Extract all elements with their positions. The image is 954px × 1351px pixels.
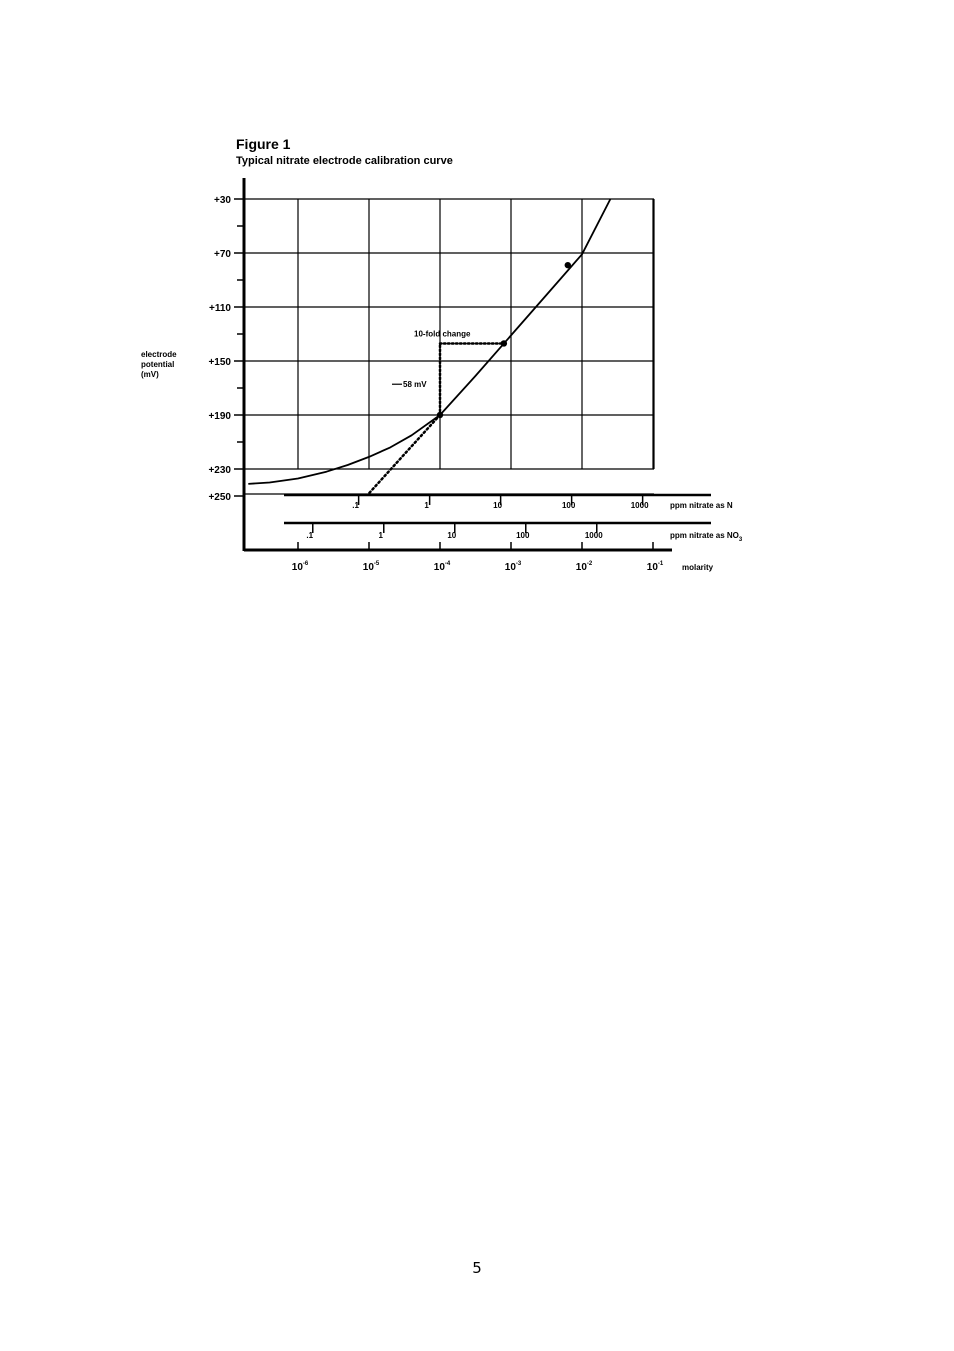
x-tick-base: 10	[363, 562, 375, 573]
calibration-point	[500, 340, 508, 347]
x-tick-base: 10	[647, 562, 659, 573]
ppm-tick-label: .1	[352, 501, 359, 510]
ppm-axis-label-subscript: 3	[739, 537, 743, 543]
x-tick-exponent: -1	[658, 561, 664, 567]
calibration-point	[564, 261, 571, 269]
ppm-tick-label: 1000	[585, 531, 603, 540]
x-tick-label: 10-6	[292, 561, 309, 573]
x-tick-exponent: -4	[445, 561, 451, 567]
y-tick-label: +150	[208, 357, 231, 368]
chart-subtitle: Typical nitrate electrode calibration cu…	[236, 155, 453, 167]
x-tick-exponent: -2	[587, 561, 593, 567]
y-axis-label-line: electrode	[141, 350, 177, 359]
ppm-tick-label: 1	[379, 531, 384, 540]
y-tick-label: +110	[209, 303, 231, 314]
y-tick-label: +250	[208, 492, 231, 503]
tenfold-change-label: 10-fold change	[414, 329, 471, 338]
ppm-tick-label: 1	[424, 501, 429, 510]
x-tick-base: 10	[434, 562, 446, 573]
ppm-axis-label: ppm nitrate as NO3	[670, 531, 743, 543]
ppm-tick-label: 10	[493, 501, 502, 510]
ppm-tick-label: 100	[516, 531, 530, 540]
series-lines	[248, 198, 612, 495]
x-axis-label: molarity	[682, 563, 714, 572]
chart-title: Figure 1	[236, 136, 291, 152]
x-tick-label: 10-5	[363, 561, 380, 573]
page-number: 5	[472, 1259, 482, 1277]
ppm-tick-label: 1000	[631, 501, 649, 510]
x-tick-base: 10	[576, 562, 588, 573]
extrapolation-line	[367, 413, 442, 495]
ppm-axis-label-text: ppm nitrate as NO	[670, 531, 739, 540]
millivolt-change-label: 58 mV	[403, 380, 427, 389]
y-tick-label: +30	[214, 195, 231, 206]
y-tick-labels: +30 +70 +110 +150 +190 +230 +250	[208, 195, 244, 503]
secondary-axes: .1 1 10 100 1000 ppm nitrate as N .1 1 10 100 1000…	[284, 493, 743, 543]
annotations: 10-fold change 58 mV	[392, 329, 506, 417]
x-tick-label: 10-3	[505, 561, 522, 573]
y-axis-label-line: (mV)	[141, 370, 159, 379]
y-tick-label: +230	[208, 465, 231, 476]
ppm-tick-label: .1	[306, 531, 313, 540]
data-points	[436, 261, 571, 419]
x-tick-labels: 10-6 10-5 10-4 10-3 10-2 10-1	[292, 561, 664, 573]
x-tick-label: 10-1	[647, 561, 664, 573]
calibration-curve	[248, 198, 612, 485]
x-tick-exponent: -5	[374, 561, 380, 567]
ppm-tick-label: 10	[447, 531, 456, 540]
y-axis-label-line: potential	[141, 360, 174, 369]
x-tick-exponent: -3	[516, 561, 522, 567]
grid	[244, 198, 655, 470]
y-tick-label: +70	[214, 249, 231, 260]
x-tick-base: 10	[505, 562, 517, 573]
x-tick-exponent: -6	[303, 561, 309, 567]
ppm-tick-label: 100	[562, 501, 576, 510]
x-tick-label: 10-2	[576, 561, 593, 573]
ppm-axis-label: ppm nitrate as N	[670, 501, 733, 510]
y-axis-label: electrode potential (mV)	[141, 350, 177, 379]
x-tick-label: 10-4	[434, 561, 451, 573]
y-tick-label: +190	[208, 411, 231, 422]
x-tick-base: 10	[292, 562, 304, 573]
